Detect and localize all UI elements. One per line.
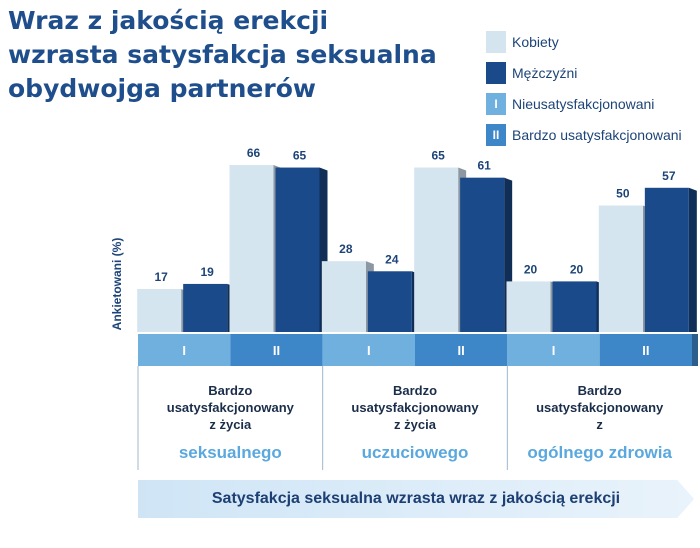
y-axis-label: Ankietowani (%) [110, 238, 124, 331]
category-band-5 [507, 334, 600, 366]
data-label-kobiety-1: 17 [154, 270, 168, 284]
category-band-3 [322, 334, 415, 366]
group-highlight-2: uczuciowego [362, 443, 469, 462]
bar-front [229, 165, 274, 332]
group-label-3-line-3: z [596, 417, 603, 432]
bar-front [644, 187, 689, 332]
data-label-mezczyzni-2: 65 [293, 149, 307, 163]
bar-front [460, 177, 505, 332]
group-highlight-1: seksualnego [179, 443, 282, 462]
bar-mezczyzni-5 [552, 281, 605, 332]
legend-swatch-i: I [486, 93, 506, 115]
chart-title: Wraz z jakością erekcji wzrasta satysfak… [8, 4, 437, 106]
bar-front [137, 288, 182, 332]
data-label-mezczyzni-3: 24 [385, 252, 399, 266]
group-label-3-line-2: usatysfakcjonowany [536, 400, 664, 415]
legend-item-bardzo-usatysfakcjonowani: II Bardzo usatysfakcjonowani [486, 121, 682, 149]
conclusion-banner: Satysfakcja seksualna wzrasta wraz z jak… [138, 480, 694, 518]
data-label-mezczyzni-5: 20 [570, 262, 584, 276]
bar-kobiety-2 [229, 165, 282, 332]
legend-swatch-mezczyzni [486, 62, 506, 84]
group-highlight-3: ogólnego zdrowia [527, 443, 672, 462]
legend-item-kobiety: Kobiety [486, 28, 682, 56]
bar-kobiety-4 [414, 167, 467, 332]
bar-mezczyzni-4 [460, 177, 513, 332]
category-band-1 [138, 334, 231, 366]
legend-swatch-kobiety [486, 31, 506, 53]
category-band-2 [230, 334, 323, 366]
bar-front [506, 281, 551, 332]
data-label-kobiety-6: 50 [616, 187, 630, 201]
conclusion-text: Satysfakcja seksualna wzrasta wraz z jak… [211, 490, 621, 507]
data-label-kobiety-3: 28 [339, 242, 353, 256]
title-line-2: wzrasta satysfakcja seksualna [8, 40, 437, 69]
bar-kobiety-3 [321, 261, 374, 332]
legend-label-kobiety: Kobiety [512, 34, 559, 50]
category-label-2: II [273, 343, 280, 358]
category-label-1: I [182, 343, 186, 358]
data-label-mezczyzni-1: 19 [200, 265, 214, 279]
bar-front [414, 167, 459, 332]
legend: Kobiety Mężczyźni I Nieusatysfakcjonowan… [486, 28, 682, 152]
bar-mezczyzni-6 [644, 187, 697, 332]
bar-front [275, 167, 320, 332]
category-band-4 [415, 334, 508, 366]
category-label-3: I [367, 343, 371, 358]
group-label-1-line-1: Bardzo [208, 383, 252, 398]
bar-front [321, 261, 366, 332]
bar-mezczyzni-2 [275, 167, 328, 332]
category-label-4: II [458, 343, 465, 358]
legend-item-mezczyzni: Mężczyźni [486, 59, 682, 87]
group-label-2-line-1: Bardzo [393, 383, 437, 398]
bar-front [598, 205, 643, 332]
data-label-mezczyzni-4: 61 [477, 159, 491, 173]
group-label-2-line-3: z życia [394, 417, 437, 432]
legend-label-nieusatysfakcjonowani: Nieusatysfakcjonowani [512, 96, 655, 112]
bar-front [552, 281, 597, 332]
category-band-end [692, 334, 698, 366]
legend-swatch-ii: II [486, 124, 506, 146]
bar-front [367, 271, 412, 332]
bar-mezczyzni-1 [183, 283, 236, 332]
data-label-mezczyzni-6: 57 [662, 169, 676, 183]
data-label-kobiety-2: 66 [247, 146, 261, 160]
legend-label-mezczyzni: Mężczyźni [512, 65, 578, 81]
bar-mezczyzni-3 [367, 271, 420, 332]
group-label-1-line-2: usatysfakcjonowany [167, 400, 295, 415]
bar-front [183, 283, 228, 332]
title-line-3: obydwojga partnerów [8, 74, 316, 103]
group-label-3-line-1: Bardzo [578, 383, 622, 398]
category-label-5: I [552, 343, 556, 358]
title-line-1: Wraz z jakością erekcji [8, 6, 329, 35]
bar-side [688, 187, 697, 332]
bar-kobiety-6 [598, 205, 651, 332]
bar-kobiety-1 [137, 288, 190, 332]
data-label-kobiety-4: 65 [431, 149, 445, 163]
legend-label-bardzo-usatysfakcjonowani: Bardzo usatysfakcjonowani [512, 127, 682, 143]
data-label-kobiety-5: 20 [524, 262, 538, 276]
category-band-6 [599, 334, 692, 366]
category-label-6: II [642, 343, 649, 358]
group-label-1-line-3: z życia [209, 417, 252, 432]
bar-kobiety-5 [506, 281, 559, 332]
legend-item-nieusatysfakcjonowani: I Nieusatysfakcjonowani [486, 90, 682, 118]
group-label-2-line-2: usatysfakcjonowany [351, 400, 479, 415]
